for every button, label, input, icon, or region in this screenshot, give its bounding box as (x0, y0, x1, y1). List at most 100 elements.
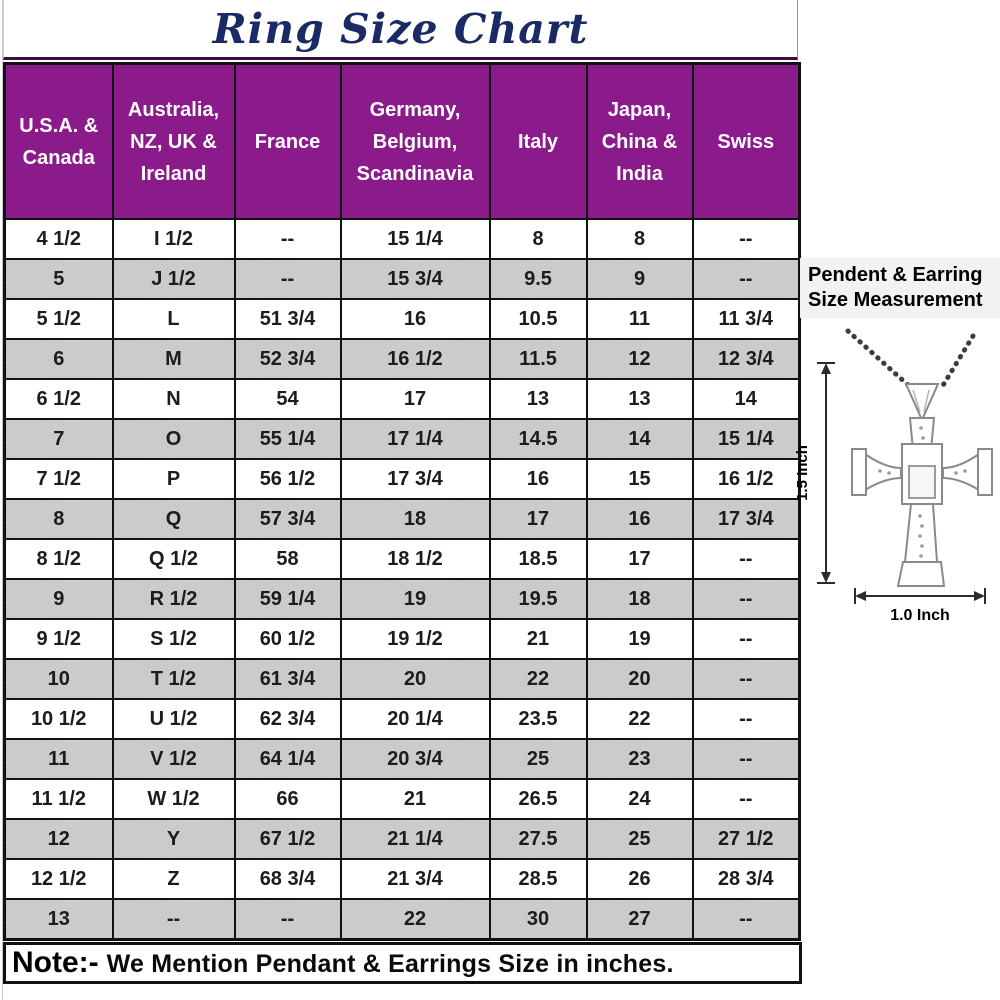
table-row: 9 1/2 S 1/2 60 1/2 19 1/2 21 19 -- (3, 618, 801, 660)
table-cell: -- (691, 698, 801, 740)
table-cell: 16 (488, 458, 588, 500)
page-title: Ring Size Chart (212, 4, 589, 53)
ring-size-table: U.S.A. & Canada Australia, NZ, UK & Irela… (3, 62, 801, 941)
table-cell: -- (691, 618, 801, 660)
column-header: France (233, 62, 342, 220)
table-cell: W 1/2 (111, 778, 236, 820)
table-row: 5 1/2 L 51 3/4 16 10.5 11 11 3/4 (3, 298, 801, 340)
table-cell: 14.5 (488, 418, 588, 460)
table-cell: 23 (585, 738, 694, 780)
table-cell: 10.5 (488, 298, 588, 340)
table-cell: 55 1/4 (233, 418, 342, 460)
table-cell: -- (691, 658, 801, 700)
table-cell: O (111, 418, 236, 460)
title-bar: Ring Size Chart (3, 0, 798, 60)
table-cell: 27 1/2 (691, 818, 801, 860)
table-cell: 17 (585, 538, 694, 580)
table-cell: 15 (585, 458, 694, 500)
table-cell: 66 (233, 778, 342, 820)
table-cell: 8 (585, 218, 694, 260)
table-cell: 17 3/4 (691, 498, 801, 540)
table-cell: R 1/2 (111, 578, 236, 620)
table-cell: -- (691, 898, 801, 941)
width-measure-arrow (854, 588, 986, 604)
table-row: 11 V 1/2 64 1/4 20 3/4 25 23 -- (3, 738, 801, 780)
table-cell: 22 (488, 658, 588, 700)
table-row: 8 1/2 Q 1/2 58 18 1/2 18.5 17 -- (3, 538, 801, 580)
table-cell: 6 (3, 338, 114, 380)
table-cell: 11 (3, 738, 114, 780)
table-cell: 9 (3, 578, 114, 620)
table-cell: M (111, 338, 236, 380)
table-cell: 7 1/2 (3, 458, 114, 500)
table-row: 10 T 1/2 61 3/4 20 22 20 -- (3, 658, 801, 700)
pendant-illustration: 1.5 Inch 1.0 Inch (794, 318, 1000, 638)
table-cell: Q (111, 498, 236, 540)
table-cell: 11 (585, 298, 694, 340)
table-row: 12 Y 67 1/2 21 1/4 27.5 25 27 1/2 (3, 818, 801, 860)
table-cell: 51 3/4 (233, 298, 342, 340)
table-cell: 13 (488, 378, 588, 420)
table-cell: -- (691, 258, 801, 300)
table-cell: 25 (488, 738, 588, 780)
table-cell: 61 3/4 (233, 658, 342, 700)
table-cell: 64 1/4 (233, 738, 342, 780)
table-cell: -- (691, 218, 801, 260)
table-cell: 15 1/4 (691, 418, 801, 460)
table-cell: -- (233, 258, 342, 300)
table-cell: 12 (3, 818, 114, 860)
table-cell: 10 1/2 (3, 698, 114, 740)
table-cell: 21 (488, 618, 588, 660)
height-measure-arrow (817, 362, 835, 584)
table-cell: 20 1/4 (339, 698, 491, 740)
table-cell: 15 3/4 (339, 258, 491, 300)
table-cell: 23.5 (488, 698, 588, 740)
table-cell: 5 1/2 (3, 298, 114, 340)
table-cell: -- (691, 538, 801, 580)
table-cell: 26 (585, 858, 694, 900)
table-cell: -- (691, 738, 801, 780)
table-cell: -- (233, 218, 342, 260)
table-cell: 19.5 (488, 578, 588, 620)
table-cell: -- (691, 778, 801, 820)
table-cell: 68 3/4 (233, 858, 342, 900)
width-label: 1.0 Inch (890, 607, 950, 624)
table-cell: Y (111, 818, 236, 860)
table-cell: I 1/2 (111, 218, 236, 260)
table-cell: 22 (339, 898, 491, 941)
table-cell: J 1/2 (111, 258, 236, 300)
table-cell: 22 (585, 698, 694, 740)
ring-size-chart-block: Ring Size Chart U.S.A. & Canada Australia… (3, 0, 802, 984)
pendant-bail (904, 383, 940, 423)
table-cell: N (111, 378, 236, 420)
table-cell: 17 (339, 378, 491, 420)
table-cell: 17 3/4 (339, 458, 491, 500)
table-cell: 19 (585, 618, 694, 660)
table-cell: 28 3/4 (691, 858, 801, 900)
table-cell: 21 (339, 778, 491, 820)
table-cell: 28.5 (488, 858, 588, 900)
table-cell: 11.5 (488, 338, 588, 380)
table-cell: 60 1/2 (233, 618, 342, 660)
table-row: 8 Q 57 3/4 18 17 16 17 3/4 (3, 498, 801, 540)
table-cell: 11 3/4 (691, 298, 801, 340)
table-cell: 14 (691, 378, 801, 420)
table-row: 6 1/2 N 54 17 13 13 14 (3, 378, 801, 420)
table-cell: 18.5 (488, 538, 588, 580)
table-cell: L (111, 298, 236, 340)
table-cell: 56 1/2 (233, 458, 342, 500)
note-label: Note:- (12, 946, 99, 979)
table-cell: 54 (233, 378, 342, 420)
table-cell: 12 1/2 (3, 858, 114, 900)
table-cell: T 1/2 (111, 658, 236, 700)
table-header: U.S.A. & Canada Australia, NZ, UK & Irela… (3, 62, 801, 220)
column-header: Italy (488, 62, 588, 220)
table-cell: 6 1/2 (3, 378, 114, 420)
table-cell: 24 (585, 778, 694, 820)
table-cell: -- (233, 898, 342, 941)
table-cell: 58 (233, 538, 342, 580)
table-cell: 12 (585, 338, 694, 380)
table-cell: 13 (3, 898, 114, 941)
table-cell: 8 (488, 218, 588, 260)
